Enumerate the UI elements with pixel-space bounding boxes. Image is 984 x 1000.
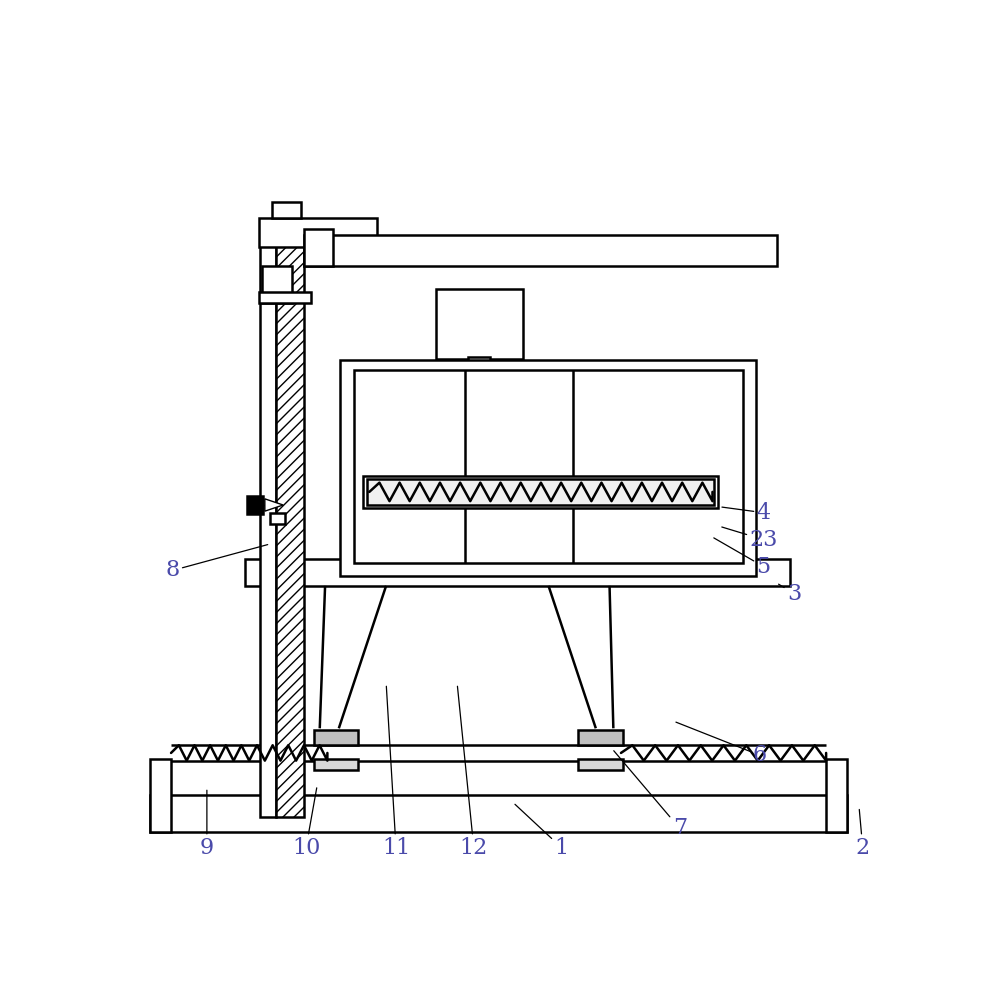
Text: 5: 5: [713, 538, 770, 578]
Bar: [579, 730, 623, 745]
Bar: [354, 370, 743, 563]
Bar: [304, 235, 777, 266]
Bar: [468, 357, 490, 374]
Bar: [579, 759, 623, 770]
Bar: [247, 496, 264, 514]
Bar: [262, 266, 292, 303]
Bar: [436, 289, 523, 359]
Bar: [314, 759, 358, 770]
Text: 1: 1: [515, 804, 569, 859]
Text: 12: 12: [458, 686, 488, 859]
Bar: [245, 559, 790, 586]
Bar: [470, 373, 487, 389]
Bar: [363, 476, 718, 508]
Text: 9: 9: [200, 790, 214, 859]
Text: 7: 7: [614, 751, 687, 839]
Text: 8: 8: [165, 545, 268, 581]
Text: 4: 4: [722, 502, 770, 524]
Bar: [150, 759, 171, 832]
Bar: [340, 360, 756, 576]
Bar: [150, 795, 847, 832]
Polygon shape: [265, 499, 283, 511]
Bar: [304, 229, 334, 266]
Bar: [827, 759, 847, 832]
Bar: [271, 513, 285, 524]
Bar: [367, 479, 714, 505]
Bar: [259, 218, 377, 247]
Text: 23: 23: [722, 527, 777, 551]
Bar: [314, 730, 358, 745]
Text: 3: 3: [778, 583, 801, 605]
Bar: [259, 292, 311, 303]
Text: 6: 6: [676, 722, 767, 766]
Bar: [276, 232, 304, 817]
Bar: [272, 202, 301, 218]
Bar: [261, 232, 276, 817]
Text: 11: 11: [382, 686, 410, 859]
Text: 2: 2: [856, 809, 870, 859]
Text: 10: 10: [292, 788, 320, 859]
